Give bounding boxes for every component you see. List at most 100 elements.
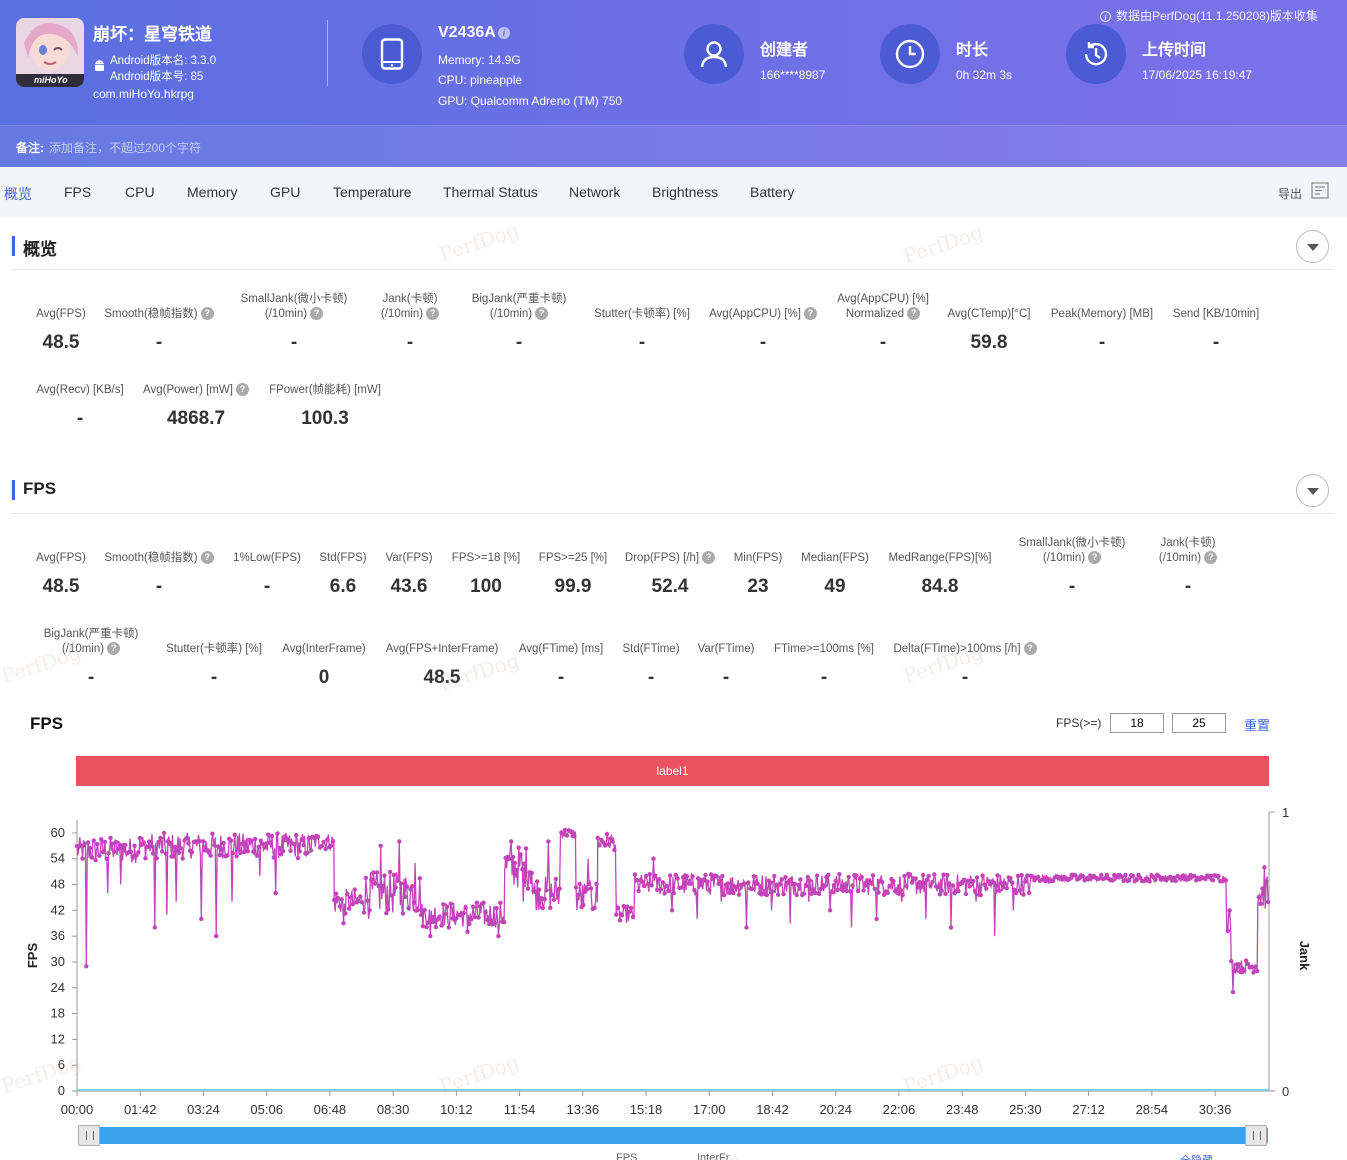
data-point: [690, 874, 695, 879]
data-point: [642, 883, 647, 889]
help-icon[interactable]: ?: [535, 307, 549, 321]
data-point: [249, 838, 254, 843]
data-point: [961, 877, 967, 882]
data-point: [234, 854, 239, 859]
x-tick-label: 15:18: [630, 1102, 663, 1117]
fps-threshold-input-2[interactable]: [1172, 713, 1226, 733]
data-point: [597, 843, 602, 848]
data-point: [829, 890, 835, 895]
data-point: [595, 835, 600, 841]
data-point: [161, 830, 167, 836]
metric-item: Smooth(稳帧指数)? -: [69, 551, 249, 598]
data-point: [225, 853, 230, 858]
note-label: 备注:: [16, 141, 44, 155]
data-point: [995, 873, 1000, 878]
tab-bar: 概览 FPS CPU Memory GPU Temperature Therma…: [0, 167, 1347, 217]
metric-label: Median(FPS): [801, 552, 869, 564]
data-point: [428, 933, 433, 939]
help-icon[interactable]: ?: [310, 307, 324, 321]
data-point: [645, 881, 651, 887]
slider-handle-left[interactable]: [78, 1125, 100, 1146]
export-button[interactable]: 导出: [1278, 187, 1303, 201]
tab-network[interactable]: Network: [569, 184, 621, 200]
data-point: [474, 900, 479, 905]
data-point: [422, 907, 427, 913]
label-band[interactable]: label1: [76, 756, 1269, 786]
metric-value: -: [1184, 576, 1192, 597]
data-point: [967, 884, 972, 889]
tab-battery[interactable]: Battery: [750, 184, 795, 200]
data-point: [588, 886, 594, 891]
help-icon[interactable]: ?: [235, 383, 249, 397]
data-point: [156, 839, 161, 845]
device-info-icon[interactable]: i: [497, 26, 510, 39]
data-point: [465, 929, 470, 934]
note-input[interactable]: 添加备注，不超过200个字符: [49, 141, 202, 155]
help-icon[interactable]: ?: [907, 307, 921, 321]
help-icon[interactable]: ?: [803, 307, 817, 321]
help-icon[interactable]: ?: [200, 307, 214, 321]
tab-gpu[interactable]: GPU: [270, 184, 301, 200]
data-point: [1073, 873, 1078, 878]
help-icon[interactable]: ?: [426, 307, 440, 321]
data-point: [406, 905, 411, 911]
data-point: [813, 890, 818, 896]
data-point: [941, 872, 946, 877]
data-point: [412, 900, 417, 905]
reset-button[interactable]: 重置: [1244, 718, 1271, 733]
legend-interframe[interactable]: InterFr...: [697, 1152, 738, 1160]
data-point: [1227, 908, 1232, 913]
time-range-slider[interactable]: [78, 1127, 1268, 1144]
help-icon[interactable]: ?: [1023, 642, 1037, 656]
fps-threshold-input-1[interactable]: [1110, 713, 1164, 733]
data-point: [1121, 878, 1126, 883]
data-point: [1236, 962, 1241, 967]
overview-collapse-button[interactable]: [1296, 230, 1329, 263]
x-tick-label: 05:06: [250, 1102, 283, 1117]
data-point: [573, 885, 579, 890]
fps-collapse-button[interactable]: [1296, 474, 1329, 507]
data-point: [714, 874, 719, 879]
tab-cpu[interactable]: CPU: [125, 184, 155, 200]
tab-fps[interactable]: FPS: [64, 184, 92, 200]
data-point: [1173, 878, 1178, 884]
help-icon[interactable]: ?: [1088, 551, 1102, 565]
data-point: [1245, 961, 1251, 967]
data-point: [1013, 890, 1019, 896]
data-point: [1253, 964, 1258, 969]
tab-overview[interactable]: 概览: [4, 186, 32, 202]
data-point: [632, 872, 638, 877]
data-point: [217, 853, 223, 858]
data-point: [446, 925, 452, 930]
help-icon[interactable]: ?: [1204, 551, 1218, 565]
metric-item: MedRange(FPS)[%] 84.8: [850, 551, 1030, 598]
fps-chart[interactable]: 0 6 12 18 24 30 36 42 48 54 60 0 1 FPS Jank 00:00 01:42 0…: [0, 800, 1347, 1122]
tab-memory[interactable]: Memory: [187, 184, 238, 200]
data-point: [332, 897, 337, 903]
data-point: [152, 925, 157, 930]
help-icon[interactable]: ?: [200, 551, 214, 565]
data-point: [948, 925, 954, 930]
metric-value: -: [820, 667, 828, 688]
data-point: [112, 849, 117, 854]
help-icon[interactable]: ?: [702, 551, 716, 565]
data-point: [305, 850, 310, 856]
export-icon[interactable]: [1311, 182, 1329, 199]
data-point: [417, 876, 422, 881]
data-point: [199, 916, 204, 922]
help-icon[interactable]: ?: [107, 642, 121, 656]
tab-thermal-status[interactable]: Thermal Status: [443, 184, 538, 200]
tab-brightness[interactable]: Brightness: [652, 184, 719, 200]
data-point: [909, 880, 915, 885]
data-point: [350, 901, 355, 907]
data-point: [123, 842, 128, 848]
slider-handle-right[interactable]: [1245, 1125, 1267, 1146]
data-point: [141, 840, 146, 846]
metric-value: 43.6: [390, 576, 428, 597]
legend-fps[interactable]: FPS: [616, 1152, 638, 1160]
data-point: [651, 856, 656, 861]
data-point: [1258, 901, 1263, 906]
tab-temperature[interactable]: Temperature: [333, 184, 412, 200]
data-point: [736, 892, 742, 897]
hide-all-link[interactable]: 全隐藏: [1180, 1152, 1213, 1160]
